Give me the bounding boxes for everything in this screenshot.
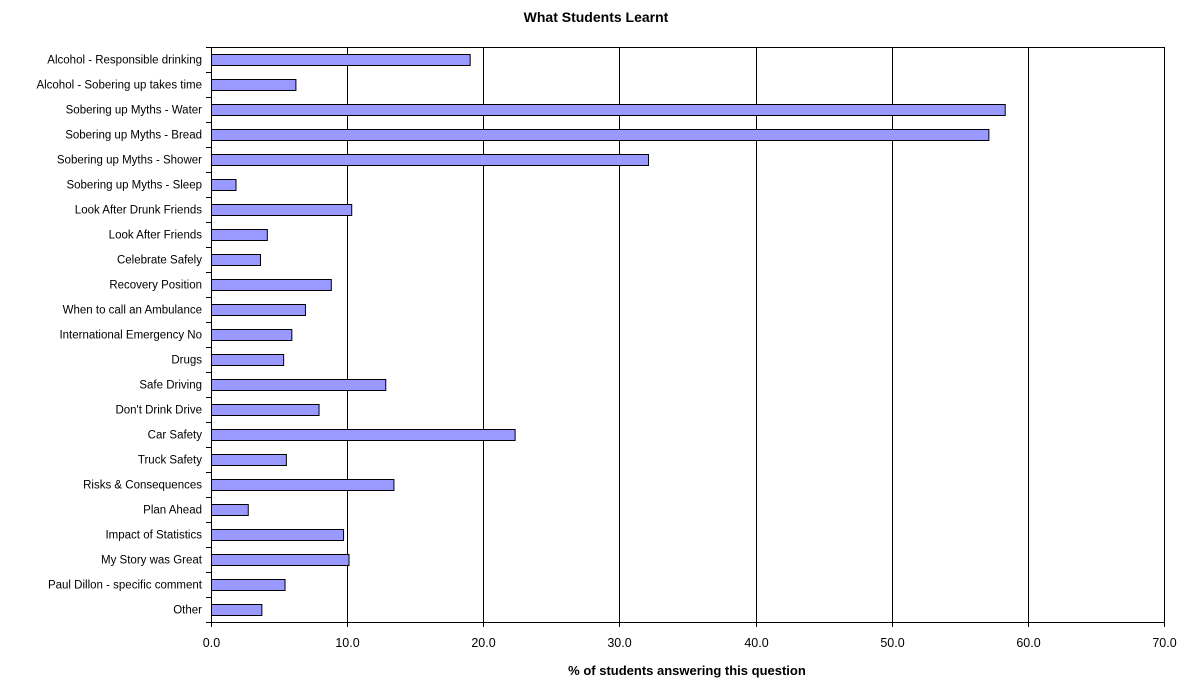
- bar: [211, 354, 285, 366]
- x-tick-label: 60.0: [1016, 636, 1040, 650]
- bar: [211, 604, 263, 616]
- category-label: Look After Friends: [109, 230, 203, 242]
- category-label: Sobering up Myths - Sleep: [66, 180, 202, 192]
- bar: [211, 79, 297, 91]
- category-label: When to call an Ambulance: [63, 305, 202, 317]
- bar: [211, 329, 293, 341]
- bar: [211, 129, 990, 141]
- category-label: International Emergency No: [59, 330, 202, 342]
- category-label: Risks & Consequences: [83, 480, 202, 492]
- category-label: Car Safety: [148, 430, 203, 442]
- bars: [211, 54, 1006, 616]
- x-tick-label: 0.0: [203, 636, 220, 650]
- bar: [211, 504, 249, 516]
- bar: [211, 154, 650, 166]
- x-tick-label: 50.0: [880, 636, 904, 650]
- category-label: Other: [173, 605, 202, 617]
- x-tick-label: 20.0: [471, 636, 495, 650]
- category-label: Alcohol - Responsible drinking: [47, 55, 202, 67]
- category-label: My Story was Great: [101, 555, 203, 567]
- x-tick-label: 30.0: [607, 636, 631, 650]
- category-label: Sobering up Myths - Shower: [57, 155, 202, 167]
- gridlines: [211, 47, 1165, 622]
- bar: [211, 179, 237, 191]
- bar: [211, 579, 286, 591]
- bar: [211, 479, 395, 491]
- axes: [206, 47, 1165, 627]
- category-label: Safe Driving: [139, 380, 202, 392]
- category-label: Paul Dillon - specific comment: [48, 580, 203, 592]
- bar: [211, 454, 287, 466]
- x-tick-label: 10.0: [335, 636, 359, 650]
- x-tick-labels: 0.0 10.0 20.0 30.0 40.0 50.0 60.0 70.0: [203, 636, 1177, 650]
- category-label: Sobering up Myths - Bread: [65, 130, 202, 142]
- bar: [211, 104, 1006, 116]
- bar: [211, 304, 306, 316]
- x-tick-label: 70.0: [1152, 636, 1176, 650]
- x-axis-label: % of students answering this question: [568, 663, 806, 678]
- bar: [211, 54, 471, 66]
- bar: [211, 204, 353, 216]
- bar: [211, 279, 332, 291]
- category-label: Truck Safety: [138, 455, 202, 467]
- bar: [211, 429, 516, 441]
- bar: [211, 554, 350, 566]
- bar: [211, 379, 387, 391]
- category-label: Sobering up Myths - Water: [66, 105, 203, 117]
- x-tick-label: 40.0: [744, 636, 768, 650]
- category-label: Don't Drink Drive: [115, 405, 202, 417]
- category-labels: Alcohol - Responsible drinking Alcohol - …: [36, 55, 202, 617]
- bar: [211, 404, 320, 416]
- category-label: Look After Drunk Friends: [75, 205, 202, 217]
- category-label: Celebrate Safely: [117, 255, 202, 267]
- bar: [211, 229, 268, 241]
- chart-title: What Students Learnt: [524, 9, 669, 25]
- category-label: Alcohol - Sobering up takes time: [36, 80, 202, 92]
- bar: [211, 254, 262, 266]
- category-label: Impact of Statistics: [105, 530, 202, 542]
- category-label: Recovery Position: [109, 280, 202, 292]
- bar: [211, 529, 345, 541]
- category-label: Drugs: [171, 355, 202, 367]
- category-label: Plan Ahead: [143, 505, 202, 517]
